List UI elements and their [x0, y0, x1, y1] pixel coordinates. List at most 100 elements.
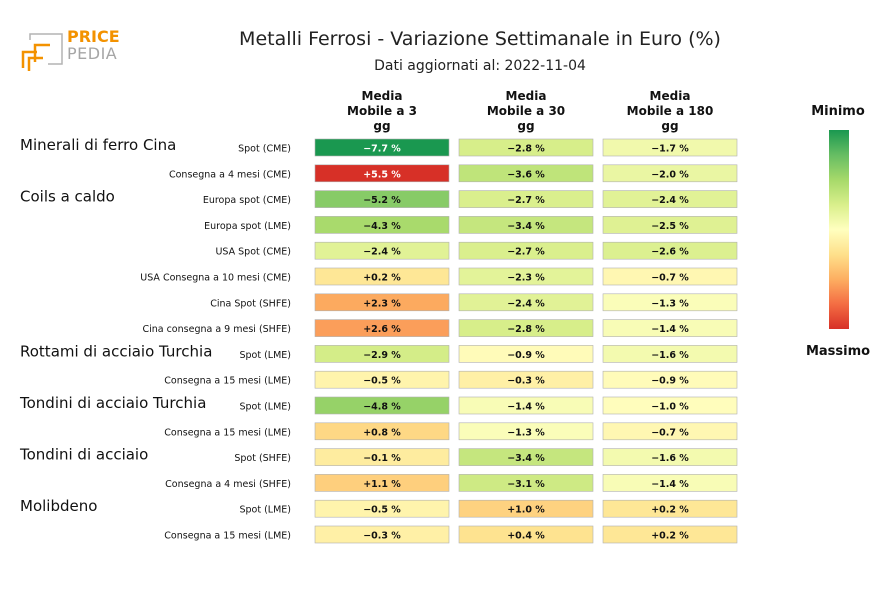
- row-label: Europa spot (LME): [204, 221, 291, 232]
- cell-value-label: +0.8 %: [363, 427, 401, 438]
- row-label: Spot (LME): [239, 350, 291, 361]
- chart-title: Metalli Ferrosi - Variazione Settimanale…: [239, 28, 721, 50]
- column-header-line: Media: [362, 89, 403, 103]
- heatmap-cell: [458, 396, 594, 415]
- group-label: Tondini di acciaio: [19, 446, 148, 464]
- heatmap-cell: [458, 499, 594, 518]
- heatmap-cell: [602, 396, 738, 415]
- cell-value-label: −0.7 %: [651, 273, 689, 284]
- heatmap-cell: [602, 164, 738, 183]
- heatmap-cell: [458, 319, 594, 337]
- row-label: Spot (LME): [239, 402, 291, 413]
- heatmap-cell: [458, 422, 594, 441]
- cell-value-label: −1.4 %: [651, 324, 689, 335]
- column-header-line: gg: [373, 119, 390, 133]
- heatmap-cell: [314, 345, 450, 363]
- cell-value-label: −2.4 %: [363, 247, 401, 258]
- cell-value-label: +0.2 %: [651, 531, 689, 542]
- row-label: Cina consegna a 9 mesi (SHFE): [142, 324, 291, 335]
- heatmap-cell: [314, 216, 450, 234]
- cell-value-label: −2.5 %: [651, 221, 689, 232]
- cell-value-label: −1.7 %: [651, 144, 689, 155]
- cell-value-label: −1.3 %: [507, 427, 545, 438]
- logo-text-top: PRICE: [67, 27, 120, 46]
- color-scale-bar: [829, 130, 849, 329]
- heatmap-cell: [314, 370, 450, 389]
- heatmap-cell: [602, 241, 738, 260]
- cell-value-label: −4.3 %: [363, 221, 401, 232]
- logo-text-bottom: PEDIA: [67, 44, 117, 63]
- group-labels: Minerali di ferro Cina Coils a caldo Rotta…: [19, 136, 212, 515]
- pricepedia-logo: PRICE PEDIA: [21, 27, 120, 71]
- column-header-line: Mobile a 3: [347, 104, 417, 118]
- heatmap-cell: [602, 319, 738, 337]
- heatmap-cell: [602, 370, 738, 389]
- cell-value-label: −1.3 %: [651, 298, 689, 309]
- cell-value-label: −2.7 %: [507, 195, 545, 206]
- heatmap-cells: −7.7 % −2.8 % −1.7 % +5.5 % −3.6 % −2.0 % −5.2…: [314, 138, 738, 544]
- row-label: Consegna a 4 mesi (SHFE): [165, 479, 291, 490]
- heatmap-cell: [458, 138, 594, 157]
- heatmap-cell: [458, 190, 594, 208]
- heatmap-cell: [602, 499, 738, 518]
- chart-subtitle: Dati aggiornati al: 2022-11-04: [374, 58, 586, 74]
- row-label: USA Spot (CME): [215, 247, 291, 258]
- cell-value-label: −2.8 %: [507, 324, 545, 335]
- row-labels: Spot (CME) Consegna a 4 mesi (CME) Europa …: [140, 144, 291, 542]
- heatmap-cell: [602, 293, 738, 312]
- cell-value-label: +1.0 %: [507, 505, 545, 516]
- cell-value-label: −2.3 %: [507, 273, 545, 284]
- cell-value-label: −2.7 %: [507, 247, 545, 258]
- cell-value-label: +2.3 %: [363, 298, 401, 309]
- cell-value-label: −0.1 %: [363, 453, 401, 464]
- heatmap-cell: [314, 448, 450, 466]
- heatmap-cell: [314, 267, 450, 286]
- cell-value-label: −2.4 %: [651, 195, 689, 206]
- row-label: Europa spot (CME): [203, 195, 291, 206]
- heatmap-cell: [602, 448, 738, 466]
- heatmap-cell: [602, 525, 738, 544]
- cell-value-label: −2.9 %: [363, 350, 401, 361]
- row-label: Spot (SHFE): [234, 453, 291, 464]
- cell-value-label: −4.8 %: [363, 402, 401, 413]
- heatmap-cell: [458, 241, 594, 260]
- cell-value-label: −1.6 %: [651, 350, 689, 361]
- heatmap-cell: [314, 319, 450, 337]
- group-label: Tondini di acciaio Turchia: [19, 394, 206, 412]
- row-label: Consegna a 15 mesi (LME): [164, 427, 291, 438]
- row-label: USA Consegna a 10 mesi (CME): [140, 273, 291, 284]
- row-label: Consegna a 15 mesi (LME): [164, 376, 291, 387]
- row-label: Cina Spot (SHFE): [210, 298, 291, 309]
- row-label: Consegna a 15 mesi (LME): [164, 531, 291, 542]
- logo-mark-icon: [21, 33, 63, 71]
- cell-value-label: −2.6 %: [651, 247, 689, 258]
- heatmap-cell: [314, 422, 450, 441]
- cell-value-label: −3.4 %: [507, 221, 545, 232]
- row-label: Spot (CME): [238, 144, 291, 155]
- column-header-line: Mobile a 180: [627, 104, 714, 118]
- heatmap-cell: [602, 216, 738, 234]
- heatmap-cell: [314, 474, 450, 492]
- heatmap-cell: [314, 525, 450, 544]
- cell-value-label: +5.5 %: [363, 169, 401, 180]
- cell-value-label: −3.6 %: [507, 169, 545, 180]
- heatmap-cell: [314, 241, 450, 260]
- group-label: Rottami di acciaio Turchia: [20, 342, 212, 360]
- cell-value-label: +0.2 %: [363, 273, 401, 284]
- column-header-line: Mobile a 30: [487, 104, 565, 118]
- cell-value-label: −0.3 %: [363, 531, 401, 542]
- heatmap-cell: [314, 138, 450, 157]
- cell-value-label: −0.3 %: [507, 376, 545, 387]
- heatmap-cell: [458, 474, 594, 492]
- heatmap-cell: [602, 190, 738, 208]
- cell-value-label: −0.7 %: [651, 427, 689, 438]
- heatmap-cell: [602, 474, 738, 492]
- group-label: Minerali di ferro Cina: [20, 136, 176, 154]
- cell-value-label: −0.9 %: [651, 376, 689, 387]
- heatmap-cell: [602, 345, 738, 363]
- heatmap-cell: [314, 396, 450, 415]
- group-label: Molibdeno: [20, 497, 97, 515]
- heatmap-cell: [458, 370, 594, 389]
- heatmap-cell: [314, 293, 450, 312]
